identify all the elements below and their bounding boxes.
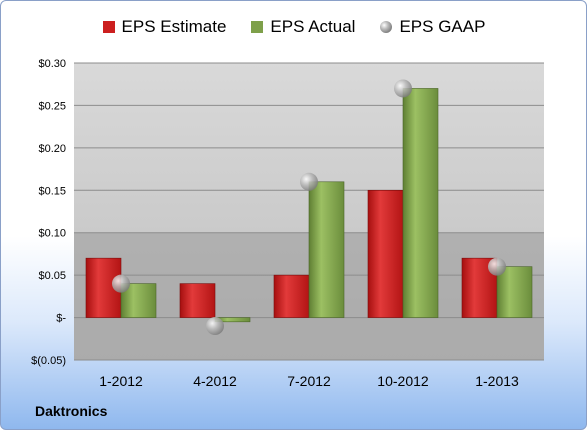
y-tick-label: $0.25 [38,100,66,112]
legend-item-0: EPS Estimate [102,17,227,37]
x-tick-label: 4-2012 [193,373,237,389]
y-tick-label: $0.10 [38,228,66,240]
y-tick-label: $(0.05) [31,355,66,367]
company-name: Daktronics [35,403,108,419]
point-eps-gaap [394,79,412,98]
y-tick-label: $- [56,313,66,325]
legend-swatch-0 [102,21,115,33]
point-eps-gaap [488,257,506,276]
x-tick-label: 1-2013 [475,373,519,389]
x-tick-label: 7-2012 [287,373,331,389]
chart-legend: EPS Estimate EPS Actual EPS GAAP [1,17,586,37]
point-eps-gaap [300,172,318,191]
bar-eps-actual [308,181,345,318]
y-tick-label: $0.15 [38,185,66,197]
legend-swatch-2 [380,21,393,33]
legend-item-1: EPS Actual [250,17,355,37]
point-eps-gaap [206,317,224,336]
legend-swatch-1 [251,21,264,33]
y-tick-label: $0.05 [38,270,66,282]
bar-eps-estimate [367,189,404,318]
legend-label-2: EPS GAAP [399,17,486,36]
x-tick-label: 10-2012 [377,373,429,389]
point-eps-gaap [112,274,130,293]
bar-eps-actual [496,266,533,318]
legend-item-2: EPS GAAP [379,17,485,37]
bar-eps-actual [402,88,439,318]
bar-eps-estimate [273,274,310,318]
y-tick-label: $0.20 [38,143,66,155]
legend-label-0: EPS Estimate [121,17,227,36]
y-tick-label: $0.30 [38,58,66,70]
bar-eps-estimate [179,283,216,318]
x-tick-label: 1-2012 [99,373,143,389]
legend-label-1: EPS Actual [270,17,356,36]
